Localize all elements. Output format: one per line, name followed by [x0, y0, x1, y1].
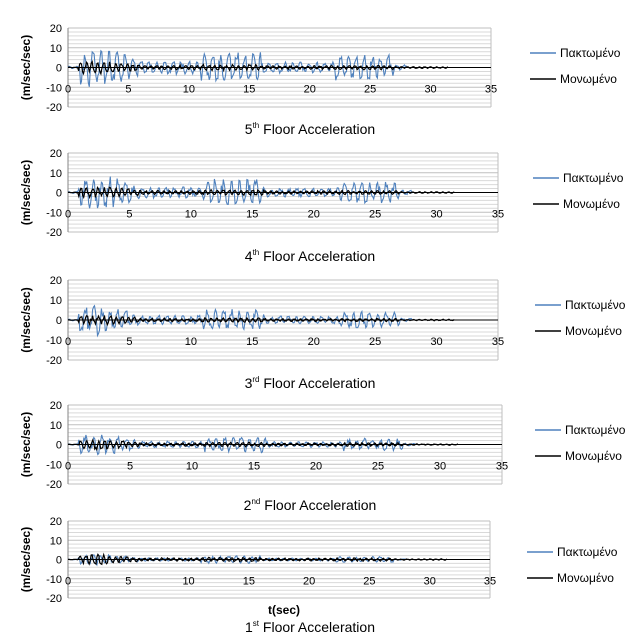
x-tick-label: 35: [492, 209, 504, 221]
legend-label: Μονωμένο: [565, 449, 622, 463]
x-tick-label: 15: [246, 209, 258, 221]
x-tick-label: 20: [308, 209, 320, 221]
legend-label: Μονωμένο: [557, 571, 614, 585]
series-line-isolated: [68, 552, 448, 566]
x-axis-label: t(sec): [268, 603, 300, 617]
y-tick-label: 10: [50, 168, 62, 180]
y-tick-label: -20: [46, 593, 62, 605]
x-tick-label: 15: [243, 576, 255, 588]
series-line-fixed: [67, 553, 406, 567]
x-tick-label: 5: [127, 461, 133, 473]
y-tick-label: 10: [50, 43, 62, 55]
y-tick-label: -20: [46, 355, 62, 367]
y-tick-label: -10: [46, 335, 62, 347]
y-tick-label: 20: [50, 23, 62, 35]
y-tick-label: 20: [50, 275, 62, 287]
x-tick-label: 10: [185, 336, 197, 348]
x-tick-label: 15: [243, 84, 255, 96]
y-axis-label: (m/sec/sec): [19, 412, 33, 477]
x-tick-label: 20: [303, 576, 315, 588]
x-tick-label: 20: [310, 461, 322, 473]
x-tick-label: 20: [308, 336, 320, 348]
legend-label: Μονωμένο: [560, 72, 617, 86]
legend-label: Μονωμένο: [563, 197, 620, 211]
x-tick-label: 30: [430, 336, 442, 348]
y-axis-label: (m/sec/sec): [19, 287, 33, 352]
x-tick-label: 30: [424, 576, 436, 588]
chart-title: 5th Floor Acceleration: [245, 121, 375, 137]
legend-label: Πακτωμένο: [560, 46, 621, 60]
legend-label: Πακτωμένο: [565, 298, 626, 312]
x-tick-label: 0: [65, 209, 71, 221]
x-tick-label: 0: [65, 336, 71, 348]
chart-title: 4th Floor Acceleration: [245, 248, 375, 264]
y-tick-label: 0: [56, 440, 62, 452]
x-tick-label: 0: [65, 84, 71, 96]
x-tick-label: 25: [372, 461, 384, 473]
x-tick-label: 10: [186, 461, 198, 473]
x-tick-label: 5: [125, 84, 131, 96]
y-tick-label: 0: [56, 315, 62, 327]
y-tick-label: -10: [46, 574, 62, 586]
y-axis-label: (m/sec/sec): [19, 35, 33, 100]
x-tick-label: 5: [125, 576, 131, 588]
y-tick-label: 10: [50, 535, 62, 547]
series-line-fixed: [67, 434, 416, 456]
x-tick-label: 15: [246, 336, 258, 348]
x-tick-label: 35: [485, 84, 497, 96]
y-tick-label: 0: [56, 188, 62, 200]
y-tick-label: 10: [50, 295, 62, 307]
legend-label: Πακτωμένο: [557, 545, 618, 559]
y-tick-label: 20: [50, 516, 62, 528]
y-axis-label: (m/sec/sec): [19, 527, 33, 592]
y-tick-label: 10: [50, 420, 62, 432]
x-tick-label: 25: [364, 84, 376, 96]
x-tick-label: 0: [65, 461, 71, 473]
x-tick-label: 5: [126, 336, 132, 348]
x-tick-label: 35: [496, 461, 508, 473]
x-tick-label: 10: [183, 84, 195, 96]
x-tick-label: 0: [65, 576, 71, 588]
y-tick-label: -20: [46, 479, 62, 491]
x-tick-label: 35: [492, 336, 504, 348]
x-tick-label: 30: [424, 84, 436, 96]
legend-label: Πακτωμένο: [563, 171, 624, 185]
y-tick-label: 20: [50, 400, 62, 412]
x-tick-label: 25: [369, 209, 381, 221]
legend-label: Μονωμένο: [565, 324, 622, 338]
y-tick-label: -10: [46, 82, 62, 94]
y-tick-label: 0: [56, 555, 62, 567]
y-tick-label: -10: [46, 207, 62, 219]
x-tick-label: 10: [182, 576, 194, 588]
y-tick-label: -10: [46, 459, 62, 471]
y-tick-label: 0: [56, 63, 62, 75]
chart-title: 2nd Floor Acceleration: [244, 497, 377, 513]
chart-title: 3rd Floor Acceleration: [245, 375, 376, 391]
x-tick-label: 5: [126, 209, 132, 221]
x-tick-label: 30: [430, 209, 442, 221]
x-tick-label: 35: [484, 576, 496, 588]
chart-title: 1st Floor Acceleration: [245, 619, 375, 635]
series-line-fixed: [67, 176, 413, 209]
y-tick-label: -20: [46, 102, 62, 114]
y-tick-label: 20: [50, 148, 62, 160]
x-tick-label: 30: [434, 461, 446, 473]
series-line-fixed: [67, 49, 407, 87]
x-tick-label: 25: [363, 576, 375, 588]
x-tick-label: 25: [369, 336, 381, 348]
x-tick-label: 10: [185, 209, 197, 221]
y-tick-label: -20: [46, 227, 62, 239]
x-tick-label: 15: [248, 461, 260, 473]
legend-label: Πακτωμένο: [565, 423, 626, 437]
series-line-isolated: [67, 60, 449, 76]
x-tick-label: 20: [304, 84, 316, 96]
series-line-fixed: [67, 304, 413, 338]
y-axis-label: (m/sec/sec): [19, 160, 33, 225]
